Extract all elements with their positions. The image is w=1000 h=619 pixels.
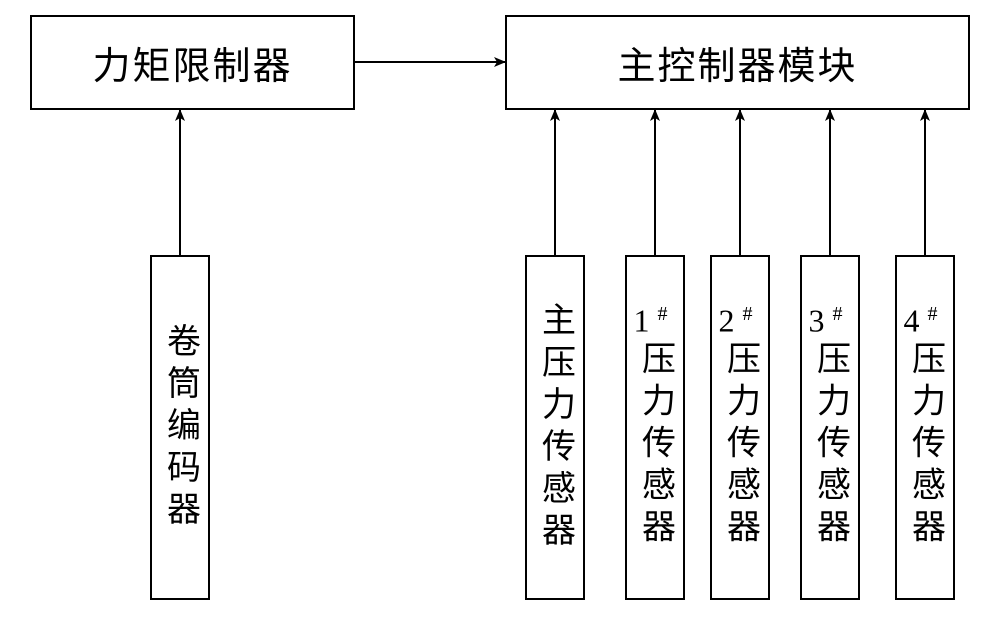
pressure-4-label: 4#压力传感器	[901, 304, 950, 551]
drum-encoder-node: 卷筒编码器	[150, 255, 210, 600]
main-pressure-node: 主压力传感器	[525, 255, 585, 600]
pressure-3-label: 3#压力传感器	[806, 304, 855, 551]
main-controller-label: 主控制器模块	[617, 35, 857, 90]
pressure-3-node: 3#压力传感器	[800, 255, 860, 600]
main-controller-node: 主控制器模块	[505, 15, 970, 110]
pressure-2-label: 2#压力传感器	[716, 304, 765, 551]
main-pressure-label: 主压力传感器	[531, 302, 580, 554]
pressure-1-node: 1#压力传感器	[625, 255, 685, 600]
pressure-4-node: 4#压力传感器	[895, 255, 955, 600]
drum-encoder-label: 卷筒编码器	[156, 323, 205, 533]
torque-limiter-node: 力矩限制器	[30, 15, 355, 110]
torque-limiter-label: 力矩限制器	[92, 35, 292, 90]
pressure-2-node: 2#压力传感器	[710, 255, 770, 600]
pressure-1-label: 1#压力传感器	[631, 304, 680, 551]
